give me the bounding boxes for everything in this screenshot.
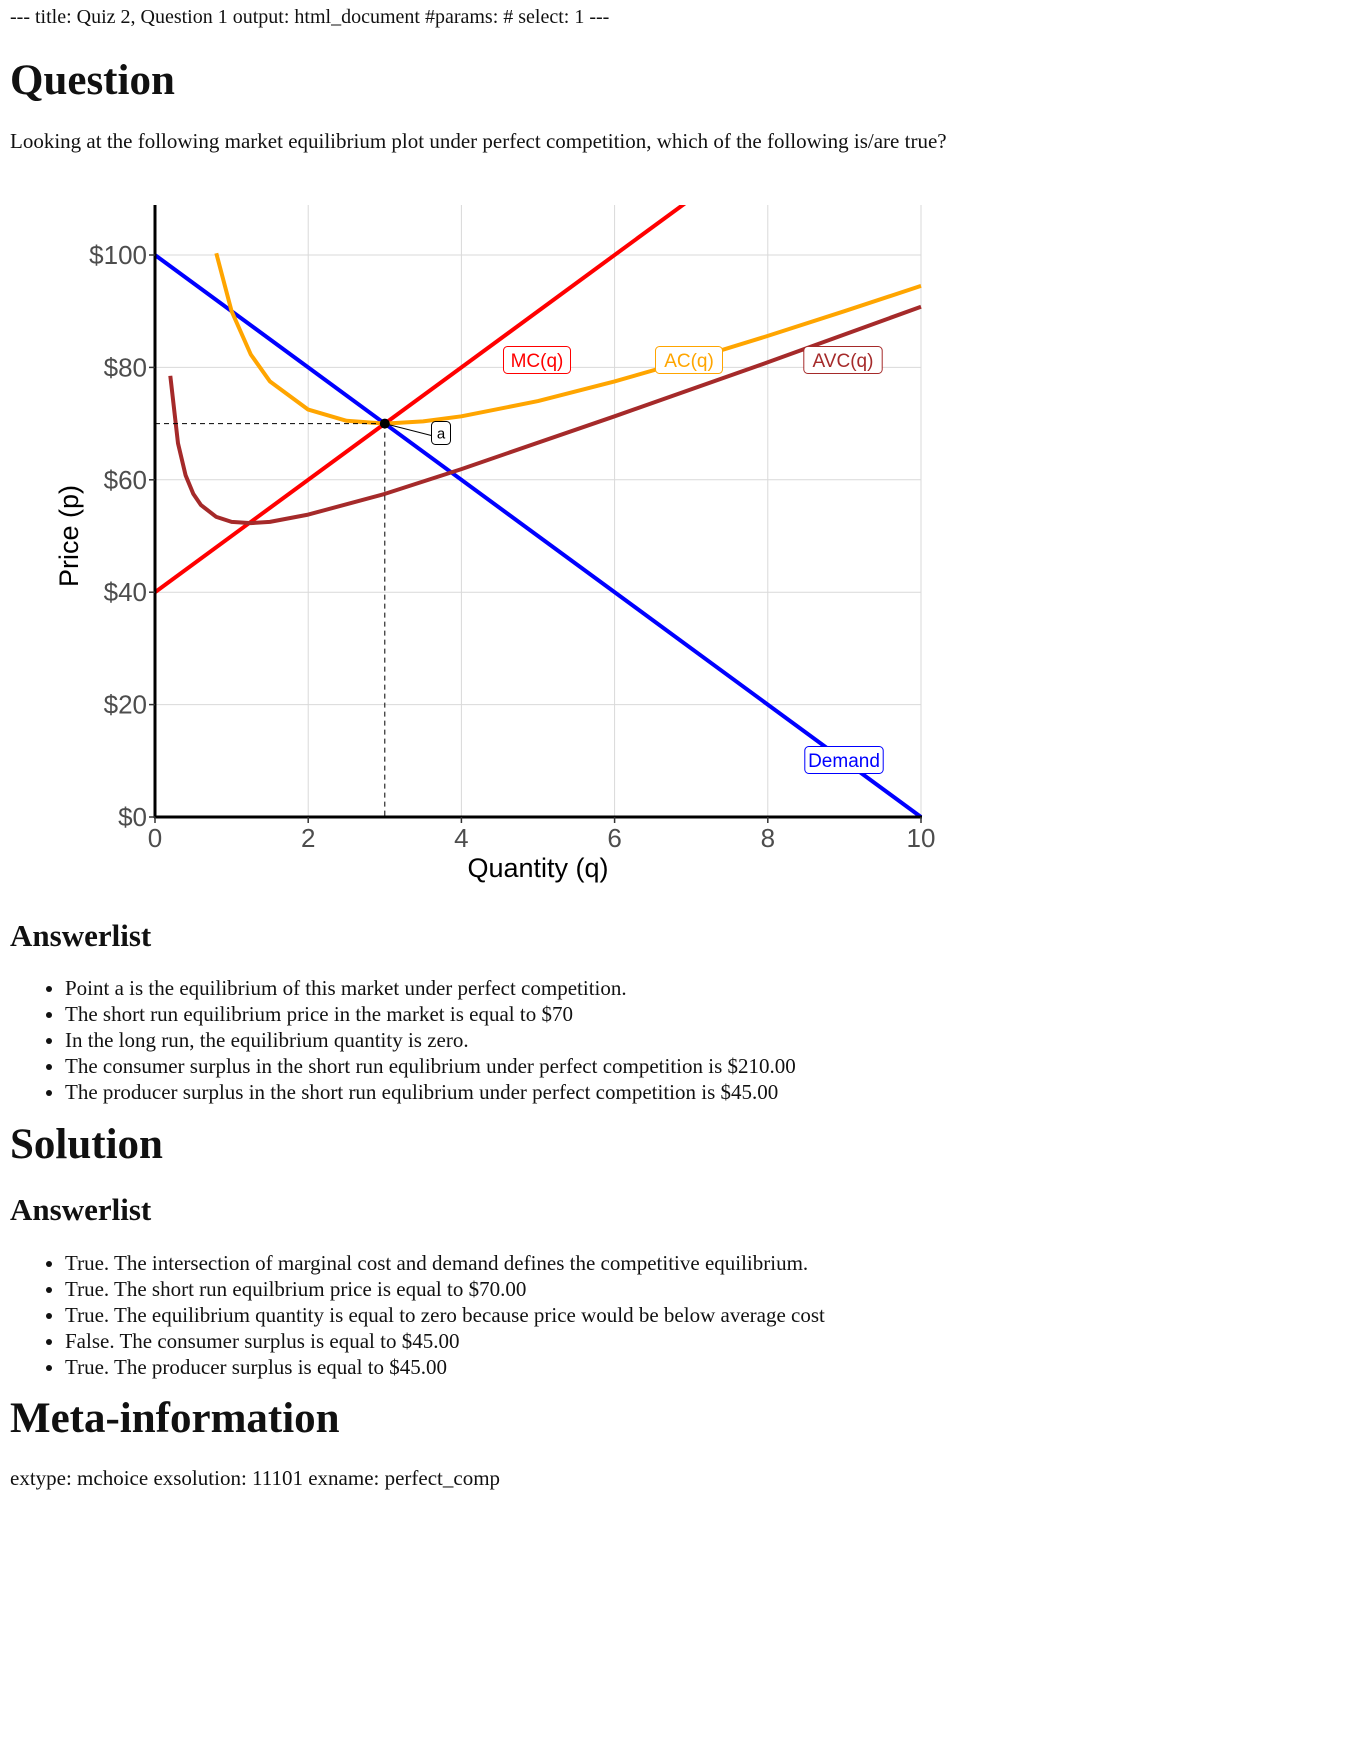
meta-text: extype: mchoice exsolution: 11101 exname… [10,1466,501,1490]
series-line-3 [214,252,922,426]
solution-heading: Solution [10,1121,163,1168]
meta-heading: Meta-information [10,1395,340,1442]
x-tick-label-4: 4 [454,823,468,853]
equilibrium-label-box [431,421,451,445]
y-tick-label-100: $100 [89,240,147,270]
avc-series-label: AVC(q) [803,346,883,374]
y-axis-title: Price (p) [54,485,84,587]
front-matter: --- title: Quiz 2, Question 1 output: ht… [10,6,610,28]
answer-item-1: Point a is the equilibrium of this marke… [65,975,796,1001]
answer-item-3: In the long run, the equilibrium quantit… [65,1027,796,1053]
equilibrium-point [379,418,390,429]
y-tick-label-60: $60 [104,465,147,495]
demand-series-label-box [804,746,884,774]
equilibrium-label-leader [384,423,432,437]
answer-item-2: The short run equilibrium price in the m… [65,1001,796,1027]
y-tick-label-40: $40 [104,577,147,607]
x-tick-label-6: 6 [607,823,621,853]
ac-series-label-box [655,346,723,374]
solution-item-1: True. The intersection of marginal cost … [65,1250,825,1276]
y-tick-label-80: $80 [104,352,147,382]
solution-item-3: True. The equilibrium quantity is equal … [65,1302,825,1328]
y-tick-label-20: $20 [104,690,147,720]
answerlist-heading: Answerlist [10,918,152,953]
x-tick-label-8: 8 [761,823,775,853]
chart-axes: $0 $20 $40 $60 $80 $100 0 2 4 6 8 10 Quantity (q) Pri… [54,205,935,883]
market-equilibrium-chart: $0 $20 $40 $60 $80 $100 0 2 4 6 8 10 Quantity (q) Pri… [54,205,935,883]
ac-series-label-text: AC(q) [664,351,714,372]
chart-labels: MC(q) AC(q) AVC(q) Demand a [431,346,884,774]
series-line-1 [155,205,687,594]
demand-series-label: Demand [804,746,884,774]
x-tick-label-2: 2 [301,823,315,853]
equilibrium-label: a [431,421,451,445]
solution-answerlist-heading: Answerlist [10,1192,152,1227]
x-tick-label-0: 0 [148,823,162,853]
mc-series-label-text: MC(q) [511,351,564,372]
x-axis-title: Quantity (q) [467,853,608,883]
solution-answer-list: True. The intersection of marginal cost … [10,1250,825,1380]
chart-grid [154,205,922,818]
x-tick-label-10: 10 [907,823,936,853]
demand-series-label-text: Demand [808,751,880,772]
solution-item-2: True. The short run equilbrium price is … [65,1276,825,1302]
solution-item-4: False. The consumer surplus is equal to … [65,1328,825,1354]
series-line-2 [155,253,923,817]
answer-item-5: The producer surplus in the short run eq… [65,1079,796,1105]
avc-series-label-text: AVC(q) [813,351,874,372]
avc-series-label-box [803,346,883,374]
question-answer-list: Point a is the equilibrium of this marke… [10,975,796,1105]
y-tick-label-0: $0 [118,802,147,832]
equilibrium-guides [155,418,432,817]
question-heading: Question [10,57,175,104]
answer-item-4: The consumer surplus in the short run eq… [65,1053,796,1079]
question-text: Looking at the following market equilibr… [10,129,947,153]
series-line-4 [168,304,922,526]
mc-series-label-box [503,346,571,374]
solution-item-5: True. The producer surplus is equal to $… [65,1354,825,1380]
equilibrium-label-text: a [437,425,446,442]
chart-curves [155,205,923,817]
ac-series-label: AC(q) [655,346,723,374]
mc-series-label: MC(q) [503,346,571,374]
